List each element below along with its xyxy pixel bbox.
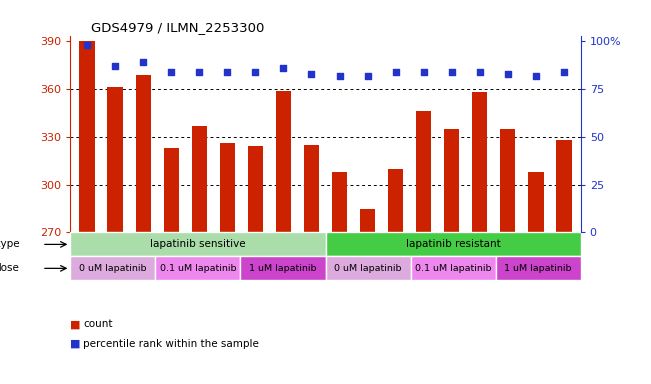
Point bbox=[559, 69, 569, 75]
Bar bbox=[388, 169, 404, 232]
Point bbox=[110, 63, 120, 69]
Text: percentile rank within the sample: percentile rank within the sample bbox=[83, 339, 259, 349]
Bar bbox=[247, 146, 263, 232]
Point bbox=[419, 69, 429, 75]
Bar bbox=[107, 88, 123, 232]
Text: 0.1 uM lapatinib: 0.1 uM lapatinib bbox=[415, 264, 492, 273]
Point bbox=[166, 69, 176, 75]
Bar bbox=[332, 172, 347, 232]
Text: 0 uM lapatinib: 0 uM lapatinib bbox=[79, 264, 146, 273]
Point bbox=[391, 69, 401, 75]
Point bbox=[222, 69, 232, 75]
Bar bbox=[163, 148, 179, 232]
Point bbox=[363, 73, 373, 79]
Point bbox=[531, 73, 541, 79]
Bar bbox=[528, 172, 544, 232]
Text: lapatinib sensitive: lapatinib sensitive bbox=[150, 239, 245, 249]
Point bbox=[82, 42, 92, 48]
Bar bbox=[70, 257, 156, 280]
Bar bbox=[191, 126, 207, 232]
Bar bbox=[326, 232, 581, 257]
Text: ■: ■ bbox=[70, 319, 81, 329]
Point bbox=[138, 59, 148, 65]
Bar bbox=[416, 111, 432, 232]
Point bbox=[194, 69, 204, 75]
Point bbox=[335, 73, 345, 79]
Bar bbox=[411, 257, 495, 280]
Text: ■: ■ bbox=[70, 339, 81, 349]
Bar bbox=[326, 257, 411, 280]
Bar bbox=[556, 140, 572, 232]
Bar bbox=[219, 143, 235, 232]
Bar bbox=[240, 257, 326, 280]
Bar bbox=[70, 232, 326, 257]
Bar bbox=[276, 91, 291, 232]
Point bbox=[447, 69, 457, 75]
Bar bbox=[500, 129, 516, 232]
Bar bbox=[360, 209, 375, 232]
Point bbox=[278, 65, 288, 71]
Bar bbox=[304, 145, 319, 232]
Point bbox=[306, 71, 316, 77]
Text: 0 uM lapatinib: 0 uM lapatinib bbox=[334, 264, 402, 273]
Bar bbox=[156, 257, 240, 280]
Point bbox=[503, 71, 513, 77]
Point bbox=[475, 69, 485, 75]
Bar bbox=[495, 257, 581, 280]
Text: 1 uM lapatinib: 1 uM lapatinib bbox=[505, 264, 572, 273]
Bar bbox=[472, 92, 488, 232]
Bar bbox=[444, 129, 460, 232]
Text: count: count bbox=[83, 319, 113, 329]
Text: 1 uM lapatinib: 1 uM lapatinib bbox=[249, 264, 317, 273]
Text: cell type: cell type bbox=[0, 239, 20, 249]
Text: lapatinib resistant: lapatinib resistant bbox=[406, 239, 501, 249]
Text: dose: dose bbox=[0, 263, 20, 273]
Text: 0.1 uM lapatinib: 0.1 uM lapatinib bbox=[159, 264, 236, 273]
Text: GDS4979 / ILMN_2253300: GDS4979 / ILMN_2253300 bbox=[90, 21, 264, 34]
Bar bbox=[79, 41, 95, 232]
Bar bbox=[135, 75, 151, 232]
Point bbox=[250, 69, 260, 75]
